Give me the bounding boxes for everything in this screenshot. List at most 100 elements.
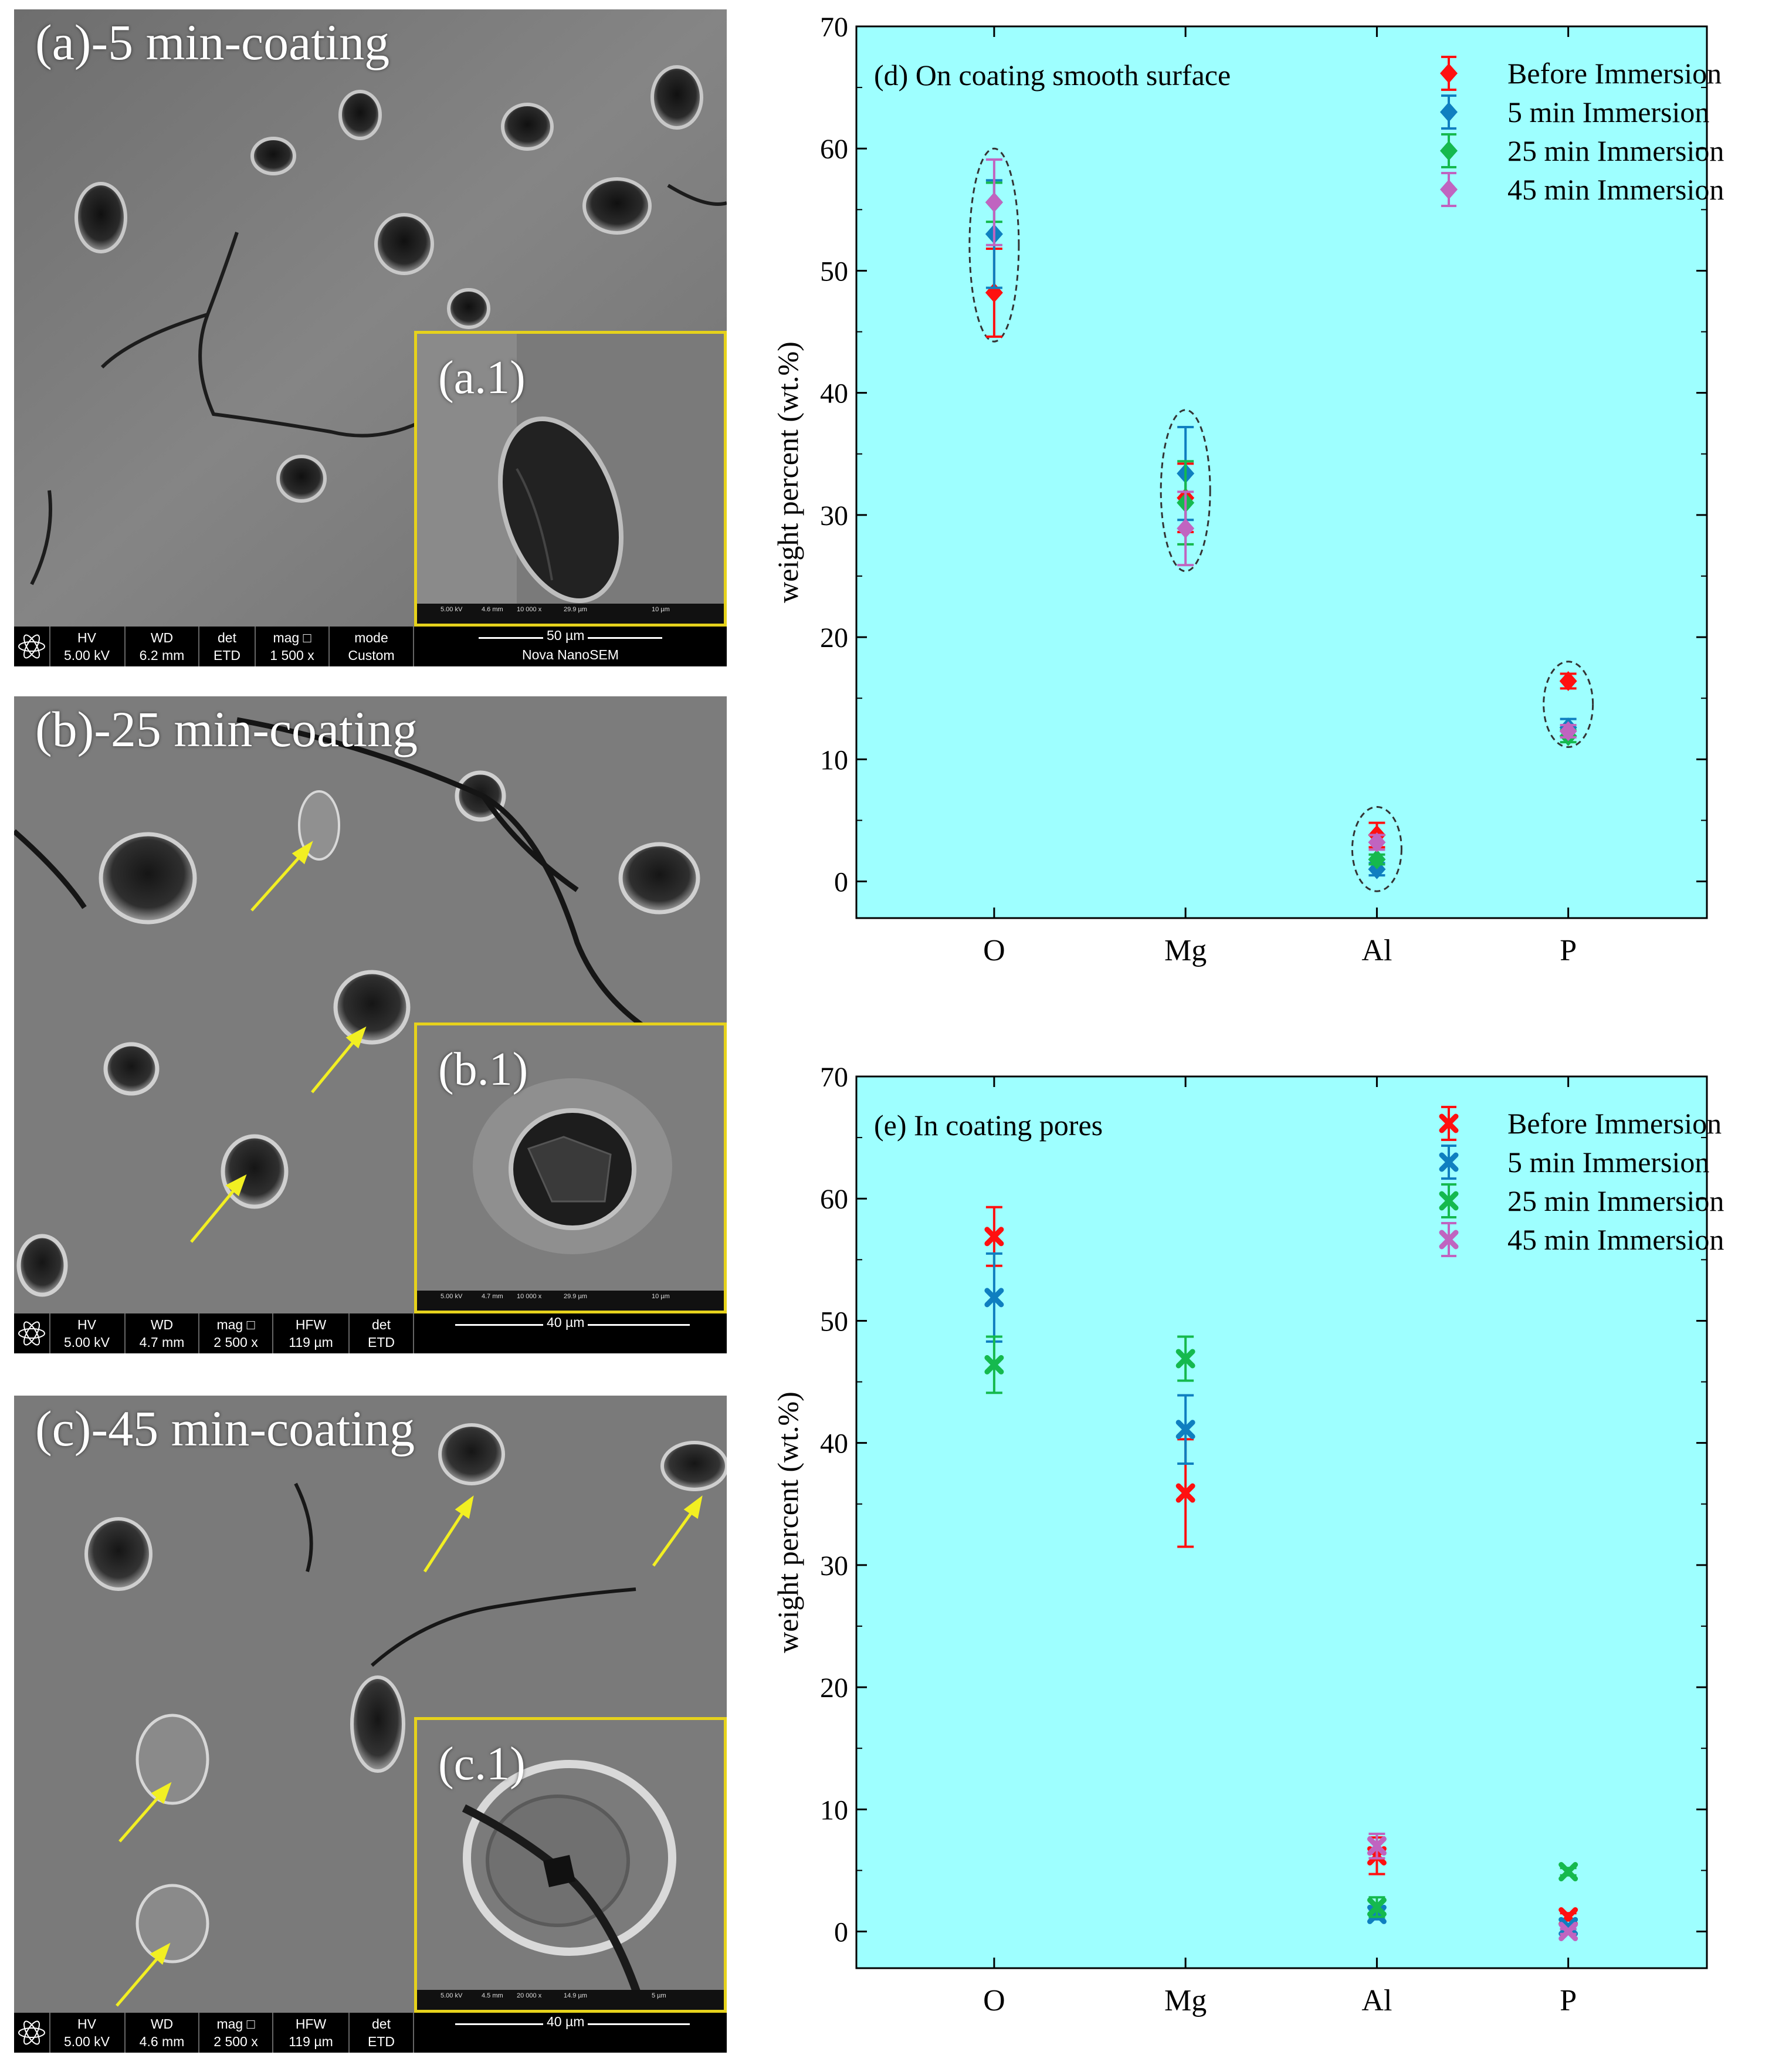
panel-c-wd: 4.6 mm <box>139 2034 185 2049</box>
panel-b-arrows <box>190 841 367 1243</box>
panel-a-mag: 1 500 x <box>270 648 314 663</box>
chart-e-ytick-label: 50 <box>820 1306 848 1337</box>
sem-image-a <box>14 9 727 627</box>
panel-b-hv-key: HV <box>77 1317 96 1332</box>
chart-e-point <box>1175 1420 1195 1440</box>
chart-e-legend-label: Before Immersion <box>1507 1107 1722 1140</box>
panel-a-hv: 5.00 kV <box>64 648 110 663</box>
inset-b1-wd: 4.7 mm <box>482 1293 503 1300</box>
chart-d-ytick-label: 60 <box>820 134 848 165</box>
chart-d-point <box>1559 671 1577 692</box>
inset-b1-label: (b.1) <box>438 1044 528 1095</box>
chart-e-ylabel: weight percent (wt.%) <box>771 1392 804 1653</box>
chart-d-point <box>1368 832 1386 852</box>
chart-e-title: (e) In coating pores <box>874 1109 1103 1142</box>
chart-d-series-3 <box>985 158 1577 852</box>
chart-d-legend-marker <box>1440 63 1458 83</box>
chart-d-xtick-label: Mg <box>1164 934 1207 967</box>
panel-c-arrows <box>116 1495 703 2007</box>
panel-a-wd-key: WD <box>150 630 174 645</box>
chart-d-legend-label: 5 min Immersion <box>1507 96 1709 128</box>
inset-a1-infobar: 5.00 kV 4.6 mm 10 000 x 29.9 µm 10 µm <box>417 604 724 624</box>
panel-c-hv: 5.00 kV <box>64 2034 110 2049</box>
inset-a1-hv: 5.00 kV <box>441 606 463 613</box>
panel-c-infobar: HV 5.00 kV WD 4.6 mm mag □ 2 500 x HFW 119 µ… <box>14 2013 727 2053</box>
inset-a1-label: (a.1) <box>438 352 526 404</box>
inset-a1-image <box>417 334 724 624</box>
panel-c-hfw-key: HFW <box>295 2016 327 2032</box>
panel-a-infobar: HV 5.00 kV WD 6.2 mm det ETD mag □ 1 500 x m… <box>14 627 727 666</box>
panel-a-wd: 6.2 mm <box>139 648 185 663</box>
inset-c1-hfw: 14.9 µm <box>564 1992 587 1999</box>
chart-d-xtick-label: P <box>1560 934 1577 967</box>
panel-c-scale: 40 µm <box>543 2014 588 2030</box>
chart-e-legend-marker <box>1439 1152 1459 1172</box>
chart-e-point <box>984 1227 1004 1247</box>
panel-a-instrument: Nova NanoSEM <box>522 647 619 662</box>
chart-e-legend-item: 25 min Immersion <box>1439 1183 1724 1218</box>
panel-b-det-key: det <box>372 1317 391 1332</box>
inset-c1-wd: 4.5 mm <box>482 1992 503 1999</box>
chart-e-point <box>984 1355 1004 1374</box>
panel-c-wd-key: WD <box>150 2016 174 2032</box>
chart-d-legend-item: 25 min Immersion <box>1440 133 1724 168</box>
panel-c-mag-key: mag □ <box>216 2016 255 2032</box>
inset-b1-infobar: 5.00 kV 4.7 mm 10 000 x 29.9 µm 10 µm <box>417 1291 724 1311</box>
inset-a1: (a.1) 5.00 kV 4.6 mm 10 000 x 29.9 µm 10… <box>414 331 727 627</box>
chart-e-ytick-label: 40 <box>820 1428 848 1460</box>
inset-b1: (b.1) 5.00 kV 4.7 mm 10 000 x 29.9 µm 10… <box>414 1023 727 1313</box>
panel-b-hfw: 119 µm <box>289 1335 333 1350</box>
panel-b-det: ETD <box>368 1335 395 1350</box>
sem-panel-a: (a)-5 min-coating (a.1) 5.00 kV 4.6 mm 1… <box>14 9 727 666</box>
panel-b-hfw-key: HFW <box>295 1317 327 1332</box>
panel-a-hv-key: HV <box>77 630 96 645</box>
chart-e-series-2 <box>984 1335 1578 1918</box>
chart-d-legend-item: 45 min Immersion <box>1440 172 1724 207</box>
inset-a1-scale: 10 µm <box>652 606 670 613</box>
chart-d-group-ellipse <box>1160 409 1211 573</box>
panel-a-det-key: det <box>218 630 236 645</box>
chart-d-ytick-label: 70 <box>820 12 848 43</box>
panel-a-label: (a)-5 min-coating <box>35 14 390 70</box>
chart-e-point <box>1175 1483 1195 1503</box>
chart-e-legend-item: 45 min Immersion <box>1439 1222 1724 1257</box>
chart-e-legend-item: 5 min Immersion <box>1439 1145 1709 1180</box>
panel-a-scale: 50 µm <box>543 628 588 644</box>
chart-d-group-ellipse <box>1351 806 1402 892</box>
chart-e-point <box>984 1288 1004 1308</box>
chart-e-point <box>1558 1862 1578 1882</box>
chart-d-legend-item: 5 min Immersion <box>1440 94 1709 130</box>
inset-c1-label: (c.1) <box>438 1738 526 1790</box>
chart-d-point <box>1559 721 1577 742</box>
panel-a-mode: Custom <box>348 648 395 663</box>
panel-a-mag-key: mag □ <box>273 630 311 645</box>
fei-logo-icon <box>14 627 50 666</box>
chart-d-ytick-label: 10 <box>820 744 848 776</box>
panel-a-mode-key: mode <box>354 630 388 645</box>
chart-e-ytick-label: 10 <box>820 1795 848 1826</box>
chart-e-ytick-label: 70 <box>820 1062 848 1093</box>
panel-c-hv-key: HV <box>77 2016 96 2032</box>
inset-b1-mag: 10 000 x <box>517 1293 542 1300</box>
chart-d-point <box>985 192 1003 212</box>
panel-b-hv: 5.00 kV <box>64 1335 110 1350</box>
chart-d-legend-label: Before Immersion <box>1507 57 1722 90</box>
inset-a1-wd: 4.6 mm <box>482 606 503 613</box>
chart-e-legend-item: Before Immersion <box>1439 1106 1722 1141</box>
chart-e-xtick-label: P <box>1560 1984 1577 2017</box>
panel-b-infobar: HV 5.00 kV WD 4.7 mm mag □ 2 500 x HFW 119 µ… <box>14 1313 727 1353</box>
chart-e-legend-marker <box>1439 1230 1459 1250</box>
chart-d-ytick-label: 0 <box>834 867 848 898</box>
panel-b-scale: 40 µm <box>543 1315 588 1330</box>
inset-c1-hv: 5.00 kV <box>441 1992 463 1999</box>
panel-b-wd: 4.7 mm <box>139 1335 185 1350</box>
chart-d-legend-marker <box>1440 102 1458 122</box>
inset-c1-infobar: 5.00 kV 4.5 mm 20 000 x 14.9 µm 5 µm <box>417 1990 724 2010</box>
chart-d-legend-label: 45 min Immersion <box>1507 173 1724 206</box>
panel-c-det-key: det <box>372 2016 391 2032</box>
fei-logo-icon <box>14 1313 50 1353</box>
chart-e-series-3 <box>1367 1832 1578 1942</box>
chart-d-point <box>1368 849 1386 870</box>
